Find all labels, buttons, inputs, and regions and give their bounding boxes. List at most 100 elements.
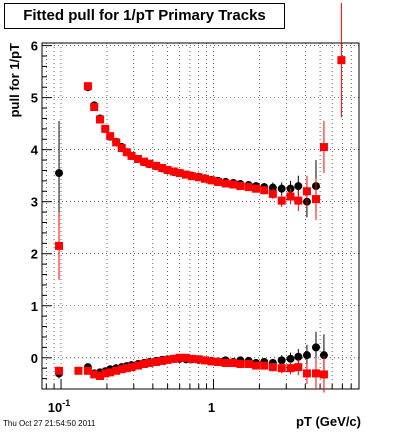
data-point-black [277,184,286,193]
x-tick-label: 1 [208,400,215,415]
plot-frame [41,42,360,390]
data-point-red [169,167,178,176]
data-point-red [319,143,328,152]
data-point-red [194,355,203,364]
data-point-red [169,354,178,363]
data-point-red [268,189,277,198]
data-point-red [139,157,148,166]
data-point-red [122,364,131,373]
y-axis-label: pull for 1/pT [7,43,22,117]
y-tick-label: 0 [31,351,38,366]
chart-title: Fitted pull for 1/pT Primary Tracks [4,3,285,29]
data-point-red [101,124,110,133]
data-point-red [187,354,196,363]
data-point-red [236,360,245,369]
data-point-red [294,363,303,372]
data-point-red [163,165,172,174]
data-point-red [181,353,190,362]
data-point-red [286,192,295,201]
data-point-red [83,366,92,375]
y-tick-label: 3 [31,195,38,210]
data-point-red [175,169,184,178]
data-point-red [101,369,110,378]
data-point-black [268,183,277,192]
data-point-red [201,174,210,183]
data-point-red [117,144,126,153]
data-point-red [90,370,99,379]
data-point-red [112,366,121,375]
data-point-red [127,363,136,372]
data-point-red [152,357,161,366]
date-stamp: Thu Oct 27 21:54:50 2011 [3,419,96,428]
data-point-red [337,56,346,65]
data-point-red [187,172,196,181]
data-point-red [260,186,269,195]
data-point-red [207,357,216,366]
y-tick-label: 6 [31,39,38,54]
data-point-red [117,365,126,374]
data-point-red [244,183,253,192]
data-point-red [294,196,303,205]
data-point-red [277,364,286,373]
data-point-red [201,356,210,365]
data-point-red [260,361,269,370]
data-point-red [134,361,143,370]
data-point-red [139,360,148,369]
data-point-red [127,151,136,160]
data-point-red [311,369,320,378]
data-point-red [134,155,143,164]
y-tick-label: 4 [31,143,39,158]
data-point-red [252,361,261,370]
data-point-red [122,148,131,157]
data-point-red [213,357,222,366]
data-point-black [55,169,64,178]
data-point-black [277,356,286,365]
data-point-red [229,358,238,367]
data-point-red [221,358,230,367]
data-point-red [268,363,277,372]
data-point-red [158,163,167,172]
data-point-red [229,180,238,189]
y-tick-label: 2 [31,247,38,262]
data-point-red [145,358,154,367]
x-tick-label: 10-1 [48,398,70,415]
data-point-red [74,366,83,375]
data-point-black [294,352,303,361]
data-point-red [106,132,115,141]
data-point-red [181,170,190,179]
data-point-red [236,182,245,191]
data-point-black [294,182,303,191]
data-point-black [319,351,328,360]
x-axis-label: pT (GeV/c) [296,414,361,429]
data-point-black [286,354,295,363]
data-point-red [302,187,311,196]
grid-layer [42,43,360,389]
y-tick-label: 5 [31,91,38,106]
data-point-red [175,353,184,362]
marks-layer [55,2,346,393]
data-point-red [311,195,320,204]
y-tick-label: 1 [31,299,38,314]
data-point-red [319,370,328,379]
data-point-red [55,241,64,250]
data-point-red [106,368,115,377]
data-point-red [152,161,161,170]
data-point-red [194,173,203,182]
data-point-red [207,176,216,185]
data-point-red [302,369,311,378]
data-point-red [158,356,167,365]
data-point-red [286,364,295,373]
data-point-red [244,360,253,369]
data-point-red [112,138,121,147]
data-point-red [163,355,172,364]
data-point-black [302,351,311,360]
data-point-red [213,177,222,186]
data-point-red [55,366,64,375]
data-point-red [252,184,261,193]
data-point-red [277,196,286,205]
data-point-red [83,82,92,91]
data-point-red [90,102,99,111]
data-point-red [221,179,230,188]
data-point-red [95,371,104,380]
